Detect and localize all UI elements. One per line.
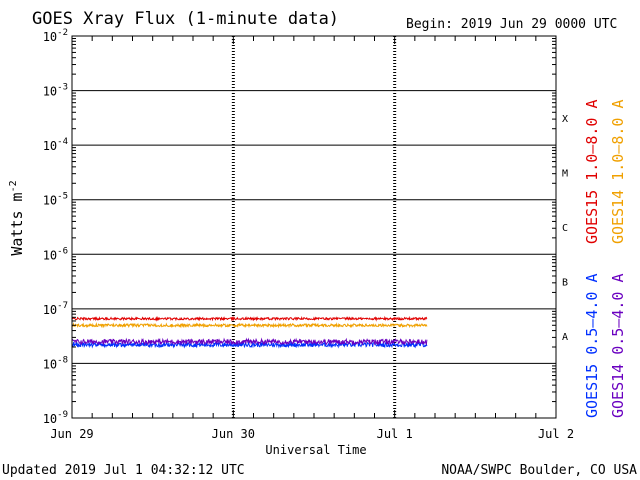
legend-entry: GOES14 0.5–4.0 A <box>609 274 627 419</box>
y-tick-label: 10-8 <box>43 355 68 371</box>
y-tick-label: 10-6 <box>43 246 68 262</box>
y-tick-exp: -2 <box>57 28 68 38</box>
legend-entry: GOES14 1.0–8.0 A <box>609 100 627 245</box>
y-tick-base: 10 <box>43 30 57 44</box>
y-tick-label: 10-4 <box>43 137 68 153</box>
flare-class-label: X <box>562 114 568 125</box>
y-tick-label: 10-5 <box>43 192 68 208</box>
y-tick-exp: -4 <box>57 137 68 147</box>
series-line-3 <box>71 337 428 347</box>
y-tick-label: 10-3 <box>43 83 68 99</box>
y-tick-exp: -5 <box>57 192 68 202</box>
x-tick-label: Jul 1 <box>377 427 413 441</box>
begin-label: Begin: 2019 Jun 29 0000 UTC <box>406 17 617 32</box>
x-tick-label: Jun 29 <box>50 427 93 441</box>
y-tick-base: 10 <box>43 85 57 99</box>
flare-class-label: B <box>562 278 568 289</box>
y-tick-label: 10-9 <box>43 410 68 426</box>
flare-class-label: M <box>562 168 568 179</box>
y-tick-label: 10-2 <box>43 28 68 44</box>
footer-source: NOAA/SWPC Boulder, CO USA <box>441 463 637 478</box>
y-tick-exp: -8 <box>57 355 68 365</box>
y-tick-base: 10 <box>43 357 57 371</box>
y-tick-exp: -9 <box>57 410 68 420</box>
series-line-0 <box>71 315 428 322</box>
y-tick-base: 10 <box>43 412 57 426</box>
y-tick-exp: -3 <box>57 83 68 93</box>
y-tick-base: 10 <box>43 139 57 153</box>
y-tick-base: 10 <box>43 303 57 317</box>
y-tick-exp: -6 <box>57 246 68 256</box>
y-axis-label-base: Watts m <box>8 192 26 255</box>
y-axis-label: Watts m-2 <box>8 180 26 255</box>
series-line-2 <box>71 340 428 349</box>
y-tick-base: 10 <box>43 194 57 208</box>
x-tick-label: Jul 2 <box>538 427 574 441</box>
flare-class-label: C <box>562 223 568 234</box>
y-tick-exp: -7 <box>57 301 68 311</box>
flare-class-label: A <box>562 332 568 343</box>
x-tick-label: Jun 30 <box>212 427 255 441</box>
y-axis-label-exp: -2 <box>8 180 19 192</box>
x-axis-label: Universal Time <box>265 443 366 457</box>
legend-entry: GOES15 1.0–8.0 A <box>583 100 601 245</box>
footer-updated: Updated 2019 Jul 1 04:32:12 UTC <box>2 463 245 478</box>
y-tick-label: 10-7 <box>43 301 68 317</box>
plot-frame <box>71 35 557 419</box>
series-line-1 <box>71 322 428 329</box>
y-tick-base: 10 <box>43 248 57 262</box>
chart-title: GOES Xray Flux (1-minute data) <box>32 9 339 29</box>
legend-entry: GOES15 0.5–4.0 A <box>583 274 601 419</box>
